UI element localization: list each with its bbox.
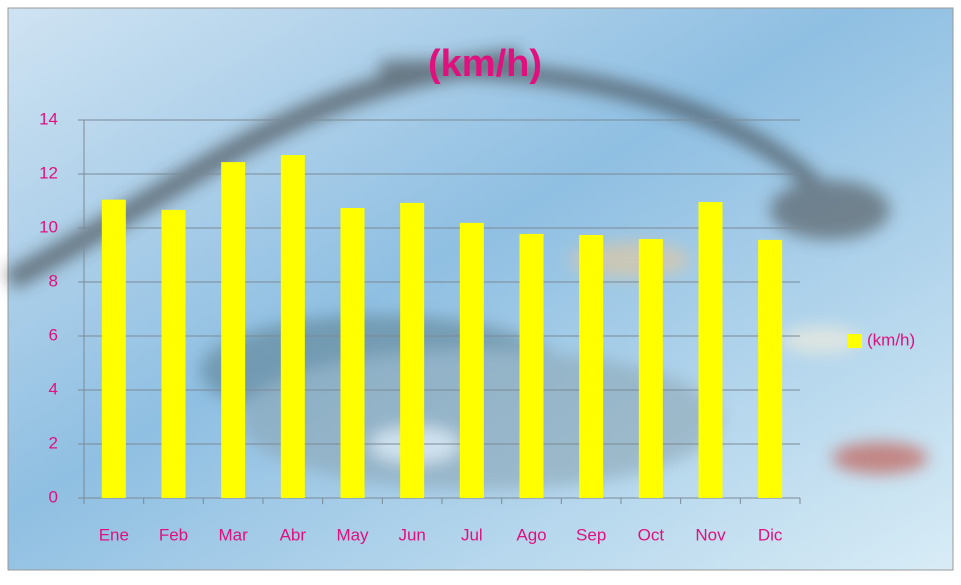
bar <box>638 239 663 498</box>
x-tick-label: Mar <box>219 525 249 544</box>
x-tick-label: Sep <box>576 525 606 544</box>
x-tick-label: Abr <box>280 525 307 544</box>
y-tick-label: 10 <box>39 217 58 236</box>
y-tick-label: 4 <box>49 379 58 398</box>
x-tick-label: Jun <box>398 525 425 544</box>
x-tick-label: Ene <box>99 525 129 544</box>
bar <box>340 208 365 498</box>
x-tick-label: Oct <box>638 525 665 544</box>
bar <box>280 155 305 498</box>
bar <box>221 162 246 498</box>
y-tick-label: 14 <box>39 109 58 128</box>
y-tick-label: 6 <box>49 325 58 344</box>
x-tick-label: Ago <box>516 525 546 544</box>
legend-swatch <box>848 334 862 348</box>
bar <box>101 199 126 498</box>
legend-label: (km/h) <box>867 330 915 349</box>
y-tick-label: 0 <box>49 487 58 506</box>
y-tick-label: 2 <box>49 433 58 452</box>
x-tick-label: Dic <box>758 525 783 544</box>
bar <box>579 235 604 498</box>
bar <box>459 222 484 498</box>
x-tick-label: Nov <box>695 525 726 544</box>
bar <box>758 239 783 498</box>
x-tick-label: May <box>336 525 369 544</box>
y-tick-label: 8 <box>49 271 58 290</box>
y-tick-label: 12 <box>39 163 58 182</box>
bar <box>400 202 425 498</box>
bar <box>698 202 723 498</box>
x-tick-label: Jul <box>461 525 483 544</box>
chart-title: (km/h) <box>428 43 542 85</box>
x-tick-label: Feb <box>159 525 188 544</box>
bar <box>519 233 544 498</box>
bar <box>161 209 186 498</box>
